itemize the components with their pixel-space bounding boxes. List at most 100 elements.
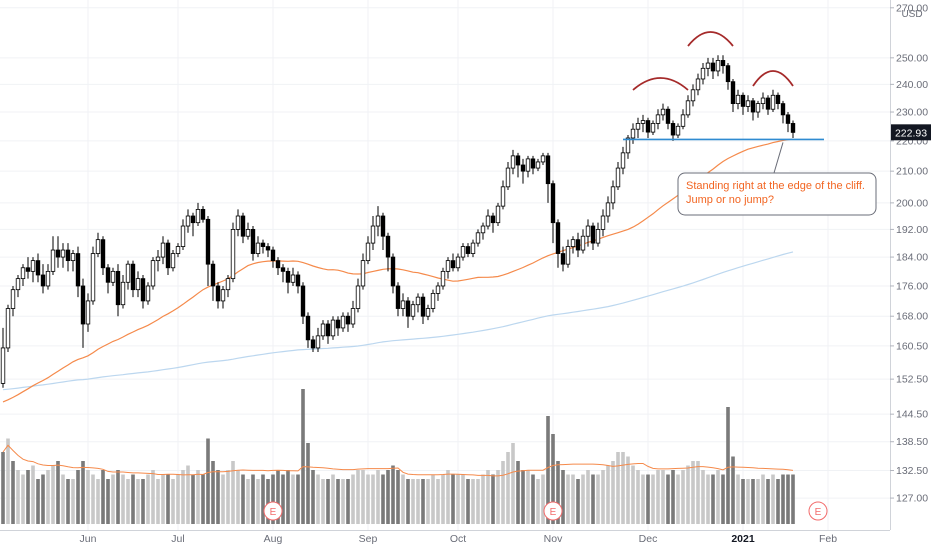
price-axis[interactable]: USD 270.00250.00240.00230.00220.00210.00… xyxy=(890,0,928,530)
candle xyxy=(320,320,326,340)
volume-bar xyxy=(786,474,790,524)
volume-bar xyxy=(556,461,560,524)
candle xyxy=(605,196,611,223)
candle-body xyxy=(235,215,241,230)
earnings-marker-label: E xyxy=(815,507,822,518)
volume-bar xyxy=(26,470,30,524)
candle-body xyxy=(720,60,726,67)
candle xyxy=(790,120,796,138)
candle-body xyxy=(390,256,396,287)
price-tick-label: 230.00 xyxy=(896,107,928,119)
candle xyxy=(130,260,136,298)
price-tick-label: 152.50 xyxy=(896,374,928,386)
volume-bar xyxy=(191,474,195,524)
candle-body xyxy=(640,120,646,124)
candle xyxy=(700,63,706,85)
candle xyxy=(745,95,751,113)
candle-body xyxy=(575,239,581,251)
time-axis[interactable]: Jun Jul Aug Sep Oct Nov Dec 2021 Feb xyxy=(0,530,890,546)
earnings-marker-circle[interactable] xyxy=(543,501,563,521)
volume-bar xyxy=(506,452,510,524)
candle xyxy=(595,222,601,247)
volume-bar xyxy=(136,479,140,524)
candle xyxy=(275,257,281,275)
candle-body xyxy=(580,235,586,251)
candle-body xyxy=(210,263,216,287)
volume-bar xyxy=(86,470,90,524)
volume-bar xyxy=(436,479,440,524)
candle-body xyxy=(510,155,516,169)
volume-bar xyxy=(606,465,610,524)
volume-bar xyxy=(586,470,590,524)
volume-bar xyxy=(81,461,85,524)
candle xyxy=(5,304,11,353)
month-label: Feb xyxy=(819,533,837,545)
candle-body xyxy=(445,260,451,272)
candle-body xyxy=(450,260,456,269)
candle-body xyxy=(115,270,121,306)
candle-body xyxy=(430,293,436,309)
candle-body xyxy=(275,260,281,269)
candle xyxy=(90,246,96,305)
volume-bar xyxy=(366,474,370,524)
candle-body xyxy=(65,249,71,262)
candle xyxy=(335,316,341,336)
left-shoulder-arc[interactable] xyxy=(632,77,689,91)
candle-body xyxy=(740,94,746,107)
candle-body xyxy=(550,183,556,224)
candle xyxy=(110,267,116,286)
volume-bar xyxy=(721,474,725,524)
candle-body xyxy=(745,100,751,107)
earnings-marker-circle[interactable] xyxy=(808,501,828,521)
right-shoulder-arc[interactable] xyxy=(752,70,794,87)
candle-body xyxy=(95,239,101,254)
candle xyxy=(395,282,401,317)
volume-bar xyxy=(491,474,495,524)
month-label: Aug xyxy=(264,533,283,545)
candle xyxy=(235,209,241,237)
candle xyxy=(770,89,776,113)
volume-bar xyxy=(196,470,200,524)
candle xyxy=(315,327,321,353)
candle xyxy=(385,232,391,272)
volume-bar xyxy=(216,470,220,524)
candle-body xyxy=(530,158,536,169)
candle-body xyxy=(45,270,51,287)
volume-ma-line xyxy=(2,444,794,477)
last-price-badge xyxy=(891,124,931,141)
earnings-marker-label: E xyxy=(550,507,557,518)
volume-bar xyxy=(631,465,635,524)
candle-body xyxy=(75,253,81,287)
volume-bar xyxy=(581,474,585,524)
candle-body xyxy=(735,94,741,105)
volume-bar xyxy=(406,479,410,524)
candle xyxy=(645,117,651,138)
candle-body xyxy=(565,246,571,265)
candle xyxy=(405,297,411,328)
volume-bar xyxy=(711,474,715,524)
volume-bar xyxy=(156,479,160,524)
volume-bar xyxy=(571,474,575,524)
candle xyxy=(680,109,686,130)
candle xyxy=(145,282,151,305)
candle xyxy=(525,155,531,178)
volume-bar xyxy=(716,470,720,524)
candle xyxy=(450,253,456,272)
candle xyxy=(205,216,211,286)
head-arc[interactable] xyxy=(687,31,734,47)
candle-body xyxy=(555,222,561,254)
candle xyxy=(675,123,681,138)
candle xyxy=(220,285,226,309)
candle-body xyxy=(405,300,411,317)
volume-bar xyxy=(131,474,135,524)
candle xyxy=(280,264,286,283)
candle-body xyxy=(700,67,706,80)
earnings-marker-circle[interactable] xyxy=(263,501,283,521)
candle-body xyxy=(370,225,376,244)
candle xyxy=(785,112,791,133)
candle xyxy=(360,253,366,290)
candle-body xyxy=(715,60,721,72)
annotation-box[interactable] xyxy=(677,172,877,216)
candle-body xyxy=(310,339,316,349)
